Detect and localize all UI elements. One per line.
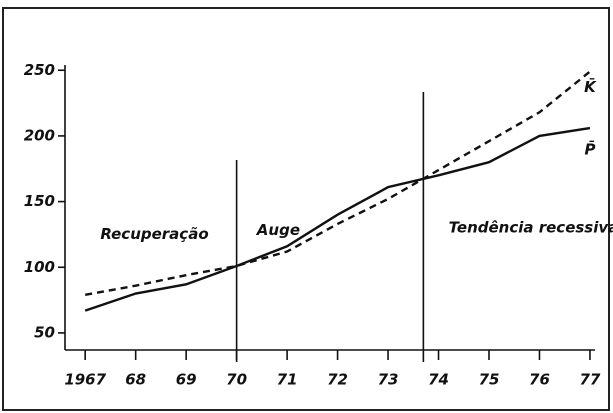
- series-line: [84, 126, 591, 312]
- x-tick-label: 77: [580, 371, 601, 389]
- period-label: Recuperação: [100, 225, 208, 243]
- y-tick-label: 150: [24, 192, 55, 210]
- x-tick-label: 76: [529, 371, 550, 389]
- series-label: K̄: [584, 76, 597, 96]
- x-tick-label: 1967: [64, 371, 106, 389]
- y-tick-label: 200: [24, 126, 55, 144]
- series-label: P̄: [584, 139, 595, 159]
- x-tick-label: 68: [125, 371, 146, 389]
- period-label: Tendência recessiva: [449, 218, 613, 236]
- frame: [2, 7, 610, 411]
- x-tick-label: 73: [378, 371, 399, 389]
- y-tick-label: 50: [34, 323, 55, 341]
- x-tick-label: 72: [327, 371, 348, 389]
- x-tick-label: 71: [277, 371, 298, 389]
- x-tick-label: 69: [176, 371, 197, 389]
- x-tick-label: 75: [479, 371, 500, 389]
- series-line: [84, 70, 591, 297]
- x-tick-label: 70: [226, 371, 247, 389]
- period-label: Auge: [256, 221, 300, 239]
- x-tick-label: 74: [428, 371, 449, 389]
- y-tick-label: 100: [24, 258, 55, 276]
- y-tick-label: 250: [24, 61, 55, 79]
